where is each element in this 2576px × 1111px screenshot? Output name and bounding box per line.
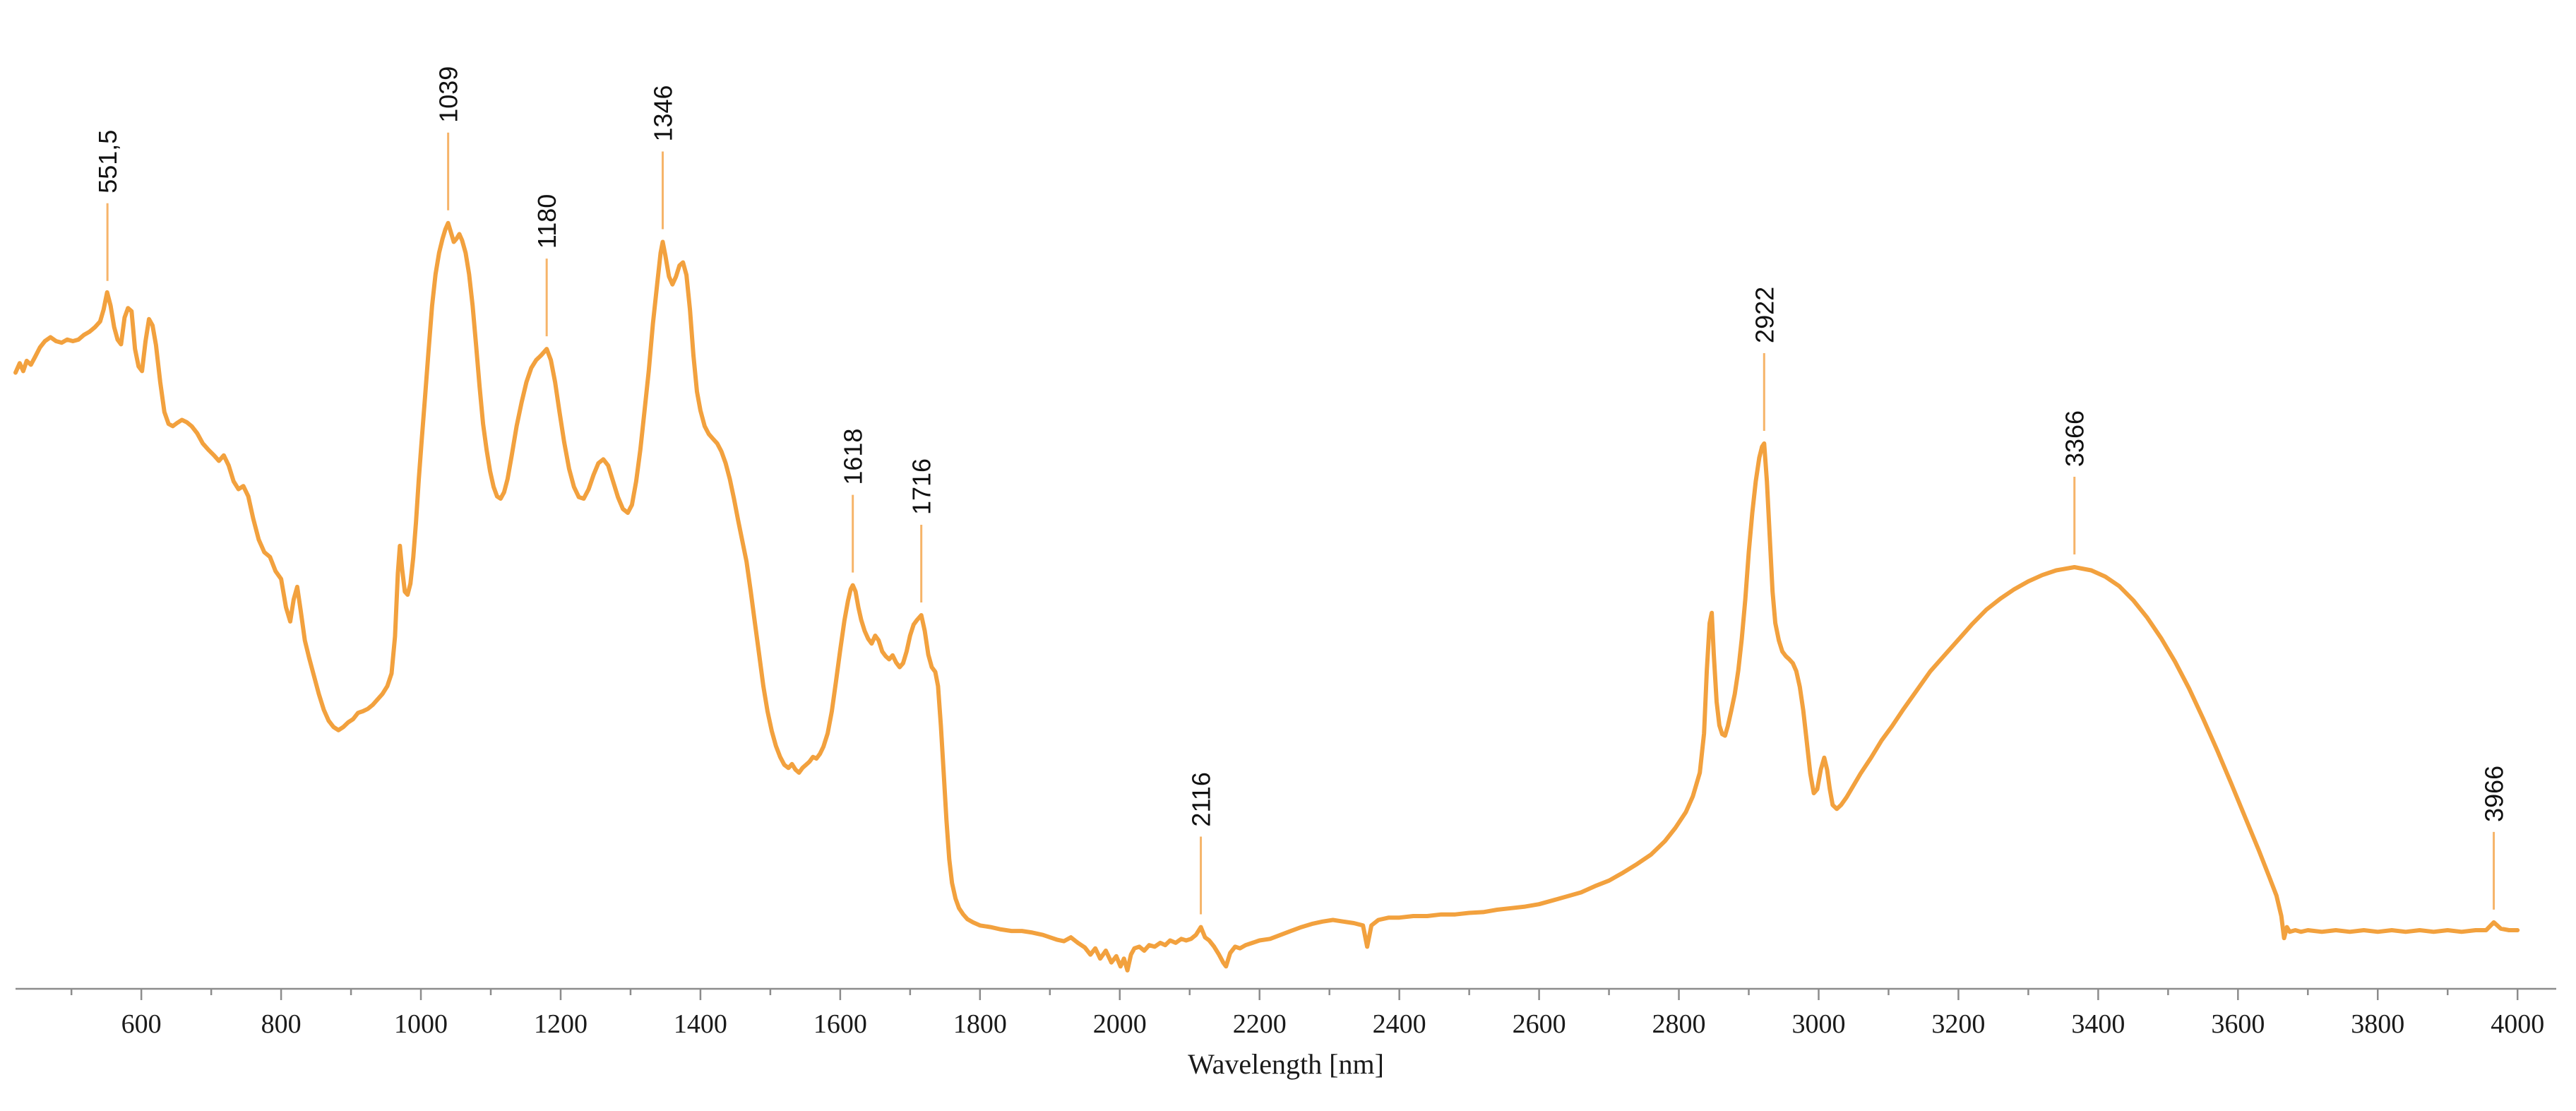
peak-label: 1618 — [839, 429, 868, 485]
peak-label: 1346 — [648, 85, 677, 141]
peak-label: 3966 — [2480, 766, 2509, 822]
x-tick-label: 3200 — [1931, 1009, 1985, 1039]
x-axis-title: Wavelength [nm] — [1188, 1048, 1384, 1080]
spectrum-trace — [13, 220, 2520, 973]
x-tick-label: 2600 — [1513, 1009, 1566, 1039]
x-tick-label: 2800 — [1652, 1009, 1706, 1039]
x-tick-label: 1000 — [394, 1009, 448, 1039]
peak-label: 2116 — [1187, 772, 1216, 826]
x-tick-label: 3000 — [1791, 1009, 1845, 1039]
x-tick-label: 800 — [261, 1009, 302, 1039]
peak-label: 2922 — [1750, 287, 1779, 343]
x-tick-label: 3800 — [2351, 1009, 2404, 1039]
x-tick-label: 1600 — [813, 1009, 867, 1039]
peak-label: 551,5 — [93, 130, 122, 194]
x-tick-label: 2200 — [1233, 1009, 1287, 1039]
x-tick-label: 3400 — [2071, 1009, 2125, 1039]
x-tick-label: 1400 — [674, 1009, 727, 1039]
x-tick-label: 3600 — [2211, 1009, 2265, 1039]
x-tick-label: 1200 — [534, 1009, 588, 1039]
x-tick-label: 2400 — [1373, 1009, 1426, 1039]
peak-label: 1180 — [532, 194, 561, 249]
x-tick-label: 600 — [121, 1009, 162, 1039]
x-tick-label: 2000 — [1093, 1009, 1147, 1039]
x-tick-label: 4000 — [2491, 1009, 2544, 1039]
peak-label: 1716 — [907, 458, 936, 515]
peak-label: 3366 — [2061, 410, 2089, 467]
peak-label: 1039 — [434, 66, 463, 123]
x-tick-label: 1800 — [953, 1009, 1007, 1039]
